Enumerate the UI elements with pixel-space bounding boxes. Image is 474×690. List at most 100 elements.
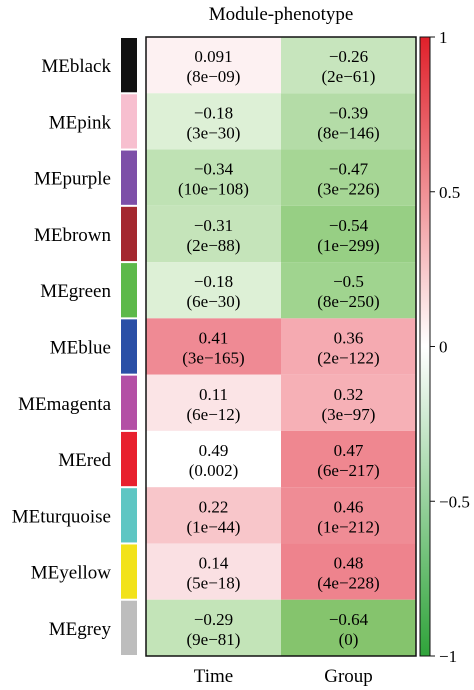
- cell-correlation-label: −0.54: [329, 216, 369, 235]
- module-color-strip: [121, 488, 137, 543]
- cell-pvalue-label: (6e−12): [187, 405, 241, 424]
- cell-pvalue-label: (6e−30): [187, 292, 241, 311]
- cell-correlation-label: 0.46: [334, 497, 364, 516]
- cell-correlation-label: −0.18: [194, 272, 233, 291]
- cell-correlation-label: −0.34: [194, 160, 234, 179]
- cell-pvalue-label: (9e−81): [187, 630, 241, 649]
- heatmap-cell: [146, 430, 281, 488]
- module-color-strip: [121, 263, 137, 318]
- cell-correlation-label: 0.41: [199, 329, 229, 348]
- cell-pvalue-label: (1e−299): [317, 236, 379, 255]
- module-color-strip: [121, 600, 137, 655]
- heatmap-cell: [281, 543, 416, 600]
- cell-correlation-label: 0.47: [334, 441, 364, 460]
- cell-pvalue-label: (5e−18): [187, 574, 241, 593]
- module-color-strip: [121, 375, 137, 430]
- column-label: Group: [324, 666, 373, 687]
- heatmap-cell: [281, 93, 416, 150]
- cell-correlation-label: −0.39: [329, 103, 368, 122]
- cell-correlation-label: 0.48: [334, 554, 364, 573]
- row-label: MEyellow: [31, 563, 111, 584]
- module-color-strip: [121, 319, 137, 374]
- row-label: MEpink: [49, 112, 112, 133]
- column-labels: Time Group: [194, 666, 373, 687]
- cell-pvalue-label: (3e−97): [322, 405, 376, 424]
- row-label: MEturquoise: [12, 506, 111, 527]
- cell-correlation-label: −0.18: [194, 103, 233, 122]
- cell-correlation-label: −0.5: [333, 272, 364, 291]
- cell-correlation-label: −0.26: [329, 47, 368, 66]
- heatmap-cell: [281, 374, 416, 431]
- cell-pvalue-label: (0): [339, 630, 359, 649]
- heatmap-cell: [146, 318, 281, 375]
- colorbar-tick-label: 0.5: [439, 183, 460, 202]
- cell-pvalue-label: (10e−108): [178, 180, 249, 199]
- row-label: MEgreen: [40, 281, 111, 302]
- cell-correlation-label: 0.36: [334, 329, 364, 348]
- heatmap-cell: [281, 430, 416, 488]
- heatmap-cell: [146, 374, 281, 431]
- row-labels: MEblack MEpink MEpurple MEbrown MEgreen MEblu…: [12, 56, 112, 640]
- cell-pvalue-label: (3e−30): [187, 123, 241, 142]
- heatmap-cell: [281, 318, 416, 375]
- cell-pvalue-label: (4e−228): [317, 574, 379, 593]
- module-color-strip: [121, 94, 137, 149]
- row-label: MEgrey: [49, 619, 112, 640]
- cell-correlation-label: 0.49: [199, 441, 229, 460]
- cell-pvalue-label: (1e−44): [187, 517, 241, 536]
- cell-pvalue-label: (8e−146): [317, 123, 379, 142]
- colorbar-tick-label: −1: [439, 647, 457, 666]
- row-label: MEpurple: [34, 169, 111, 190]
- heatmap-cell: [146, 93, 281, 150]
- cell-correlation-label: 0.22: [199, 497, 229, 516]
- row-label: MEblack: [41, 56, 111, 77]
- module-color-strip: [121, 38, 137, 93]
- module-color-strips: [121, 38, 137, 655]
- chart-title: Module-phenotype: [209, 4, 354, 25]
- cell-pvalue-label: (0.002): [189, 461, 239, 480]
- cell-pvalue-label: (2e−61): [322, 67, 376, 86]
- cell-correlation-label: −0.29: [194, 610, 233, 629]
- column-label: Time: [194, 666, 233, 687]
- cell-pvalue-label: (3e−226): [317, 180, 379, 199]
- colorbar: [419, 36, 431, 657]
- cell-correlation-label: 0.11: [199, 385, 228, 404]
- heatmap-cell: [281, 487, 416, 544]
- cell-pvalue-label: (2e−122): [317, 349, 379, 368]
- heatmap-cell: [146, 487, 281, 544]
- heatmap-cells: 0.091(8e−09)−0.26(2e−61)−0.18(3e−30)−0.3…: [146, 37, 416, 656]
- colorbar-tick-label: 0: [439, 338, 448, 357]
- heatmap-cell: [146, 149, 281, 206]
- heatmap-border: [145, 36, 417, 657]
- module-color-strip: [121, 431, 137, 487]
- colorbar-ticks: 1 0.5 0 −0.5 −1: [430, 28, 470, 666]
- module-color-strip: [121, 150, 137, 205]
- heatmap-cell: [146, 599, 281, 656]
- row-label: MEbrown: [34, 225, 112, 246]
- cell-pvalue-label: (8e−250): [317, 292, 379, 311]
- cell-pvalue-label: (8e−09): [187, 67, 241, 86]
- heatmap-cell: [281, 205, 416, 263]
- heatmap-cell: [281, 599, 416, 656]
- colorbar-tick-label: 1: [439, 28, 448, 47]
- cell-correlation-label: 0.14: [199, 554, 229, 573]
- colorbar-tick-label: −0.5: [439, 492, 470, 511]
- cell-correlation-label: −0.47: [329, 160, 369, 179]
- row-label: MEmagenta: [18, 394, 111, 415]
- heatmap-cell: [281, 37, 416, 94]
- module-color-strip: [121, 544, 137, 599]
- heatmap-cell: [146, 205, 281, 263]
- cell-pvalue-label: (2e−88): [187, 236, 241, 255]
- row-label: MEblue: [50, 338, 111, 359]
- heatmap-cell: [146, 262, 281, 319]
- cell-correlation-label: −0.31: [194, 216, 233, 235]
- heatmap-cell: [281, 262, 416, 319]
- row-label: MEred: [58, 450, 111, 471]
- heatmap-cell: [281, 149, 416, 206]
- cell-correlation-label: 0.32: [334, 385, 364, 404]
- cell-pvalue-label: (1e−212): [317, 517, 379, 536]
- heatmap-cell: [146, 37, 281, 94]
- cell-correlation-label: −0.64: [329, 610, 369, 629]
- cell-pvalue-label: (3e−165): [182, 349, 244, 368]
